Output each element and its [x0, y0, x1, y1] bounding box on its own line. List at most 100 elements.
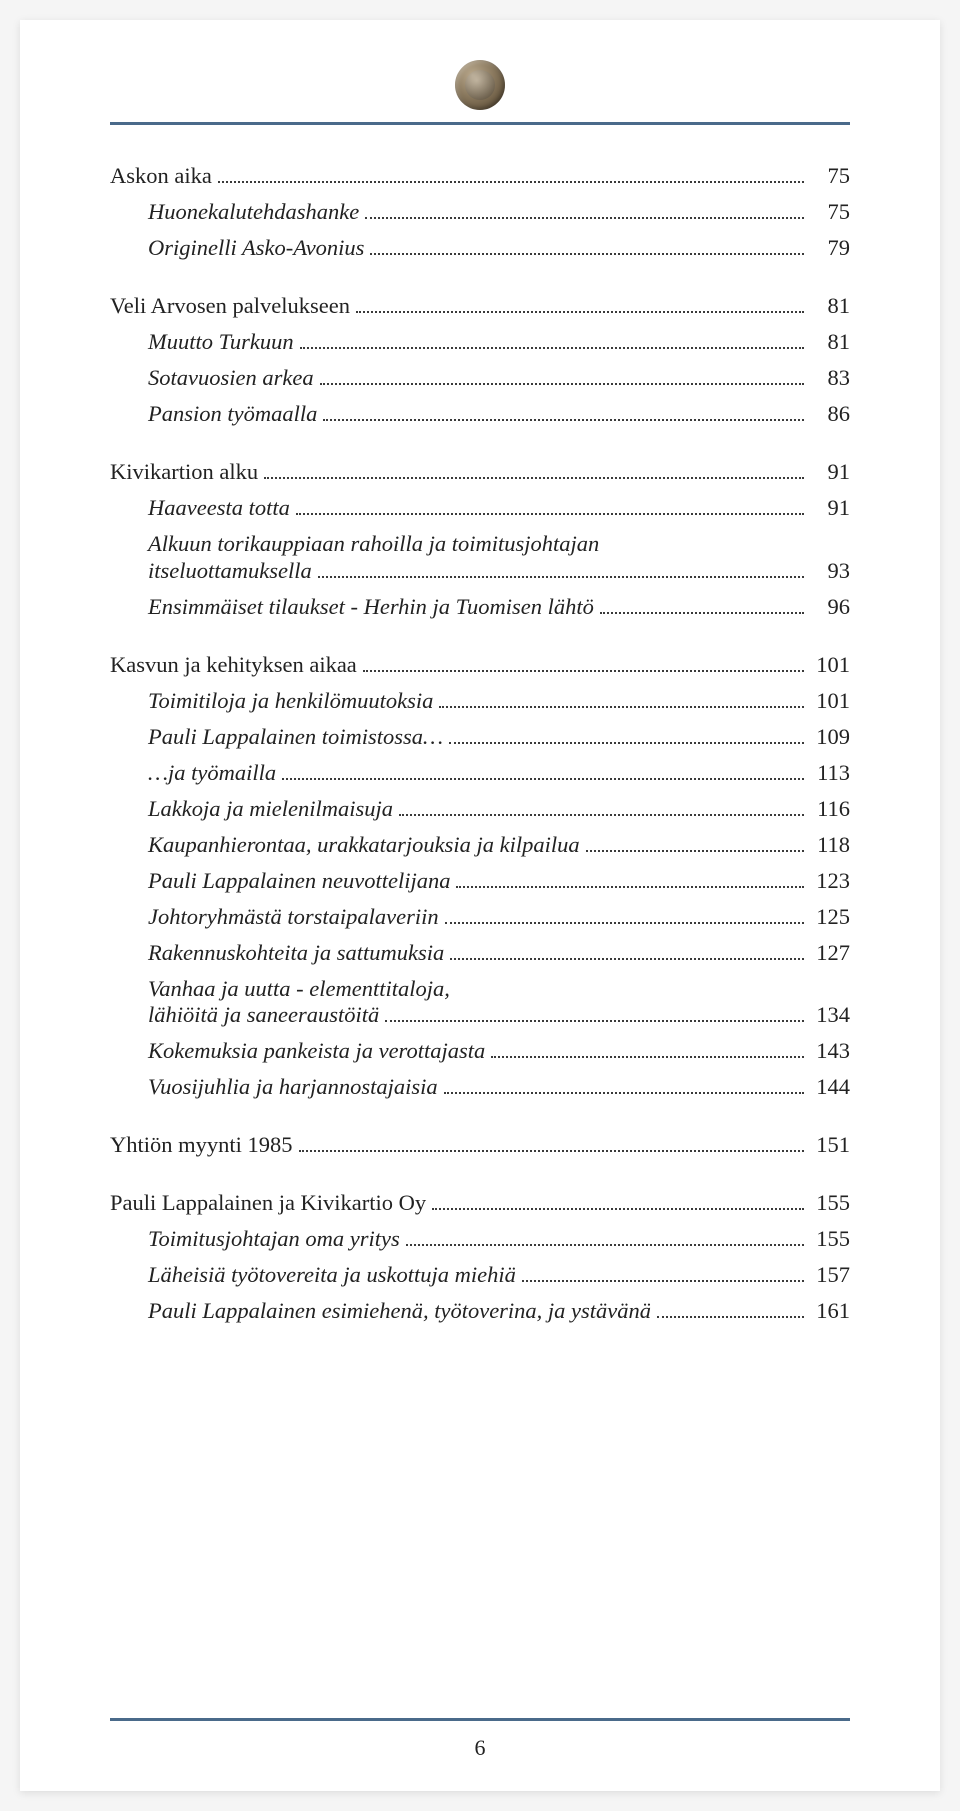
- toc-leader: [385, 1009, 804, 1023]
- toc-entry-label: Toimitusjohtajan oma yritys: [148, 1228, 400, 1251]
- toc-entry: Veli Arvosen palvelukseen 81: [110, 295, 850, 318]
- toc-entry: Lakkoja ja mielenilmaisuja116: [110, 798, 850, 821]
- toc-entry-label: Lakkoja ja mielenilmaisuja: [148, 798, 393, 821]
- toc-entry-page: 113: [810, 762, 850, 785]
- toc-entry-label: Pauli Lappalainen esimiehenä, työtoverin…: [148, 1300, 651, 1323]
- toc-leader: [299, 1139, 804, 1153]
- toc-entry-page: 161: [810, 1300, 850, 1323]
- toc-entry-page: 86: [810, 403, 850, 426]
- toc-entry-wrap-line: Vanhaa ja uutta - elementtitaloja,: [110, 978, 850, 1001]
- toc-entry-page: 75: [810, 165, 850, 188]
- toc-entry-label: Muutto Turkuun: [148, 331, 294, 354]
- toc-entry-label: Huonekalutehdashanke: [148, 201, 359, 224]
- toc-leader: [439, 694, 804, 708]
- toc-entry-label: Kokemuksia pankeista ja verottajasta: [148, 1040, 485, 1063]
- toc-entry: Johtoryhmästä torstaipalaveriin 125: [110, 906, 850, 929]
- toc-entry-label: Askon aika: [110, 165, 212, 188]
- toc-entry-page: 83: [810, 367, 850, 390]
- toc-leader: [657, 1305, 804, 1319]
- toc-entry-label: Sotavuosien arkea: [148, 367, 314, 390]
- toc-entry-page: 75: [810, 201, 850, 224]
- toc-entry-label: Ensimmäiset tilaukset - Herhin ja Tuomis…: [148, 596, 594, 619]
- toc-entry-label: Läheisiä työtovereita ja uskottuja miehi…: [148, 1264, 516, 1287]
- toc-entry-label: Pauli Lappalainen ja Kivikartio Oy: [110, 1192, 426, 1215]
- toc-entry: Pansion työmaalla 86: [110, 403, 850, 426]
- toc-spacer: [110, 273, 850, 295]
- toc-entry: Originelli Asko-Avonius79: [110, 237, 850, 260]
- toc-leader: [491, 1045, 804, 1059]
- toc-leader: [586, 838, 804, 852]
- toc-entry-label: Haaveesta totta: [148, 497, 290, 520]
- toc-entry-label: Johtoryhmästä torstaipalaveriin: [148, 906, 439, 929]
- toc-leader: [356, 300, 804, 314]
- toc-entry-page: 101: [810, 654, 850, 677]
- toc-entry: …ja työmailla 113: [110, 762, 850, 785]
- toc-entry-page: 157: [810, 1264, 850, 1287]
- toc-entry-label: Veli Arvosen palvelukseen: [110, 295, 350, 318]
- toc-entry: Kasvun ja kehityksen aikaa 101: [110, 654, 850, 677]
- page-number: 6: [20, 1735, 940, 1761]
- toc-leader: [522, 1269, 804, 1283]
- toc-leader: [296, 502, 804, 516]
- toc-entry: Haaveesta totta 91: [110, 497, 850, 520]
- toc-leader: [320, 372, 804, 386]
- toc-leader: [456, 874, 804, 888]
- toc-entry-page: 127: [810, 942, 850, 965]
- bottom-rule: [110, 1718, 850, 1721]
- toc-entry-label: Pansion työmaalla: [148, 403, 317, 426]
- toc-entry: Muutto Turkuun 81: [110, 331, 850, 354]
- toc-entry-label: Vuosijuhlia ja harjannostajaisia: [148, 1076, 438, 1099]
- toc-leader: [444, 1081, 804, 1095]
- toc-entry-page: 81: [810, 331, 850, 354]
- toc-entry-label: Kivikartion alku: [110, 461, 258, 484]
- toc-leader: [323, 408, 804, 422]
- toc-entry-page: 81: [810, 295, 850, 318]
- toc-leader: [282, 766, 804, 780]
- toc-entry-label: itseluottamuksella: [148, 560, 312, 583]
- toc-entry: Toimitusjohtajan oma yritys 155: [110, 1228, 850, 1251]
- toc-entry-label: Kasvun ja kehityksen aikaa: [110, 654, 357, 677]
- toc-entry-wrap-line: Alkuun torikauppiaan rahoilla ja toimitu…: [110, 533, 850, 556]
- toc-leader: [450, 946, 804, 960]
- toc-entry-page: 109: [810, 726, 850, 749]
- toc-leader: [399, 802, 804, 816]
- toc-spacer: [110, 439, 850, 461]
- toc-entry: Kokemuksia pankeista ja verottajasta143: [110, 1040, 850, 1063]
- toc-entry-label: Originelli Asko-Avonius: [148, 237, 364, 260]
- toc-entry-page: 125: [810, 906, 850, 929]
- coin-emblem-icon: [455, 60, 505, 110]
- toc-leader: [406, 1233, 804, 1247]
- toc-entry-page: 151: [810, 1134, 850, 1157]
- toc-entry-page: 101: [810, 690, 850, 713]
- toc-leader: [300, 336, 804, 350]
- toc-entry-page: 91: [810, 461, 850, 484]
- toc-entry: Läheisiä työtovereita ja uskottuja miehi…: [110, 1264, 850, 1287]
- toc-entry: Ensimmäiset tilaukset - Herhin ja Tuomis…: [110, 596, 850, 619]
- toc-entry-label: Pauli Lappalainen toimistossa…: [148, 726, 443, 749]
- toc-spacer: [110, 1112, 850, 1134]
- toc-leader: [432, 1197, 804, 1211]
- toc-entry-page: 91: [810, 497, 850, 520]
- table-of-contents: Askon aika 75 Huonekalutehdashanke 75 Origin…: [110, 165, 850, 1323]
- toc-entry: Askon aika 75: [110, 165, 850, 188]
- toc-entry: itseluottamuksella93: [110, 560, 850, 583]
- toc-entry: lähiöitä ja saneeraustöitä134: [110, 1004, 850, 1027]
- toc-entry: Yhtiön myynti 1985151: [110, 1134, 850, 1157]
- toc-entry: Pauli Lappalainen toimistossa… 109: [110, 726, 850, 749]
- top-rule: [110, 122, 850, 125]
- toc-leader: [218, 170, 804, 184]
- toc-spacer: [110, 1170, 850, 1192]
- toc-entry-page: 134: [810, 1004, 850, 1027]
- toc-entry: Pauli Lappalainen ja Kivikartio Oy155: [110, 1192, 850, 1215]
- toc-entry: Pauli Lappalainen esimiehenä, työtoverin…: [110, 1300, 850, 1323]
- toc-leader: [318, 564, 804, 578]
- toc-entry-page: 144: [810, 1076, 850, 1099]
- document-page: Askon aika 75 Huonekalutehdashanke 75 Origin…: [20, 20, 940, 1791]
- toc-entry-label: Toimitiloja ja henkilömuutoksia: [148, 690, 433, 713]
- toc-entry-label: …ja työmailla: [148, 762, 276, 785]
- toc-entry-page: 96: [810, 596, 850, 619]
- toc-entry-label: Rakennuskohteita ja sattumuksia: [148, 942, 444, 965]
- toc-entry-page: 155: [810, 1228, 850, 1251]
- toc-leader: [264, 466, 804, 480]
- header-emblem-wrap: [110, 60, 850, 110]
